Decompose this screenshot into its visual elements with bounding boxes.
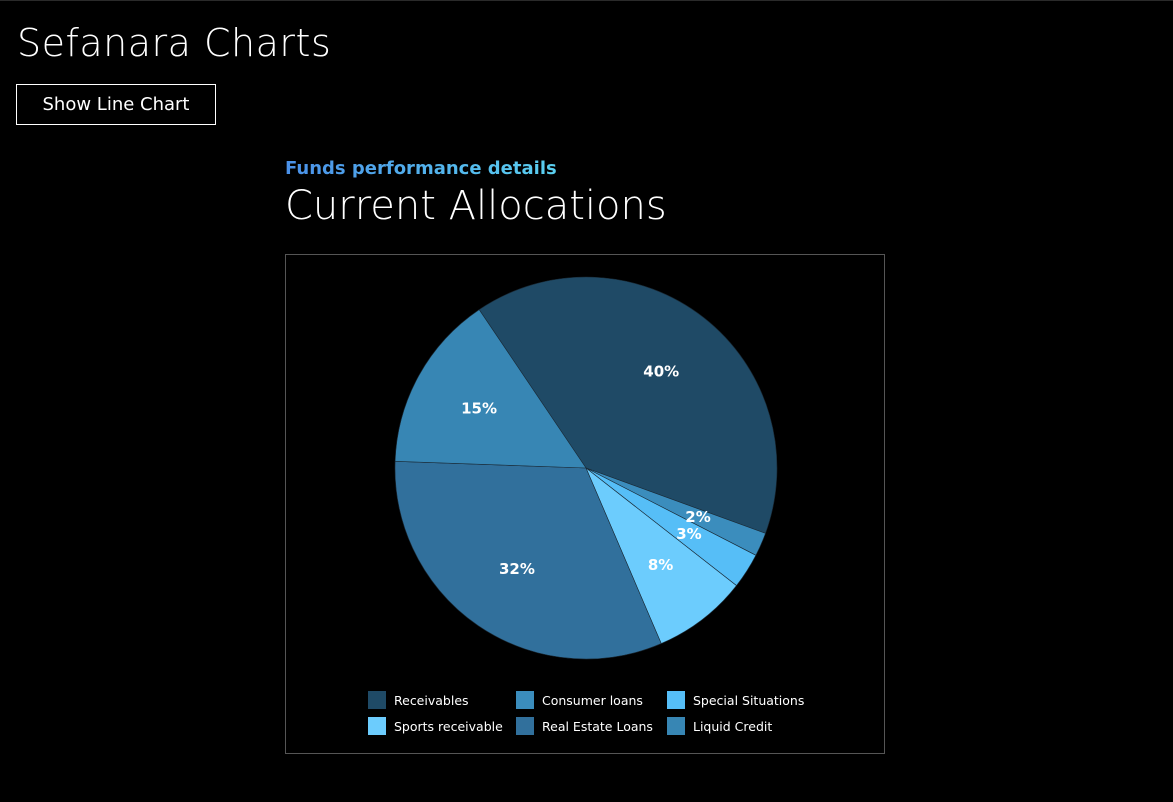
slice-label-real-estate-loans: 32%	[499, 560, 535, 578]
legend-swatch	[368, 691, 386, 709]
section-title: Current Allocations	[285, 183, 667, 229]
legend-swatch	[516, 717, 534, 735]
legend-swatch	[667, 717, 685, 735]
pie-slice-sports-receivable[interactable]	[585, 467, 737, 644]
slice-label-sports-receivable: 8%	[648, 556, 673, 574]
legend-item-special-situations[interactable]: Special Situations	[667, 691, 817, 709]
slice-label-liquid-credit: 15%	[461, 400, 497, 418]
legend-item-receivables[interactable]: Receivables	[368, 691, 516, 709]
legend-swatch	[667, 691, 685, 709]
slice-label-receivables: 40%	[643, 363, 679, 381]
legend-item-liquid-credit[interactable]: Liquid Credit	[667, 717, 817, 735]
pie-slice-real-estate-loans[interactable]	[394, 461, 662, 660]
app-title: Sefanara Charts	[17, 21, 332, 65]
pie-slice-liquid-credit[interactable]	[394, 309, 587, 469]
legend-label: Consumer loans	[542, 692, 643, 708]
legend-label: Real Estate Loans	[542, 718, 653, 734]
pie-chart: 40% 2%3%8% 32% 15%	[394, 276, 778, 660]
pie-slice-receivables[interactable]	[478, 276, 778, 534]
slice-label-consumer-loans: 2%	[685, 508, 710, 526]
legend-label: Sports receivable	[394, 718, 503, 734]
show-line-chart-button[interactable]: Show Line Chart	[16, 84, 216, 125]
pie-labels: 40% 2%3%8% 32% 15%	[461, 363, 711, 578]
legend-item-real-estate-loans[interactable]: Real Estate Loans	[516, 717, 667, 735]
legend-label: Liquid Credit	[693, 718, 773, 734]
chart-legend: Receivables Consumer loans Special Situati…	[368, 691, 828, 735]
legend-item-consumer-loans[interactable]: Consumer loans	[516, 691, 667, 709]
legend-swatch	[368, 717, 386, 735]
pie-chart-panel: 40% 2% 3% 8% 32% 15% Receivables Consumer loan…	[285, 254, 885, 754]
legend-swatch	[516, 691, 534, 709]
slice-label-special-situations: 3%	[676, 525, 701, 543]
section-subtitle: Funds performance details	[285, 158, 557, 179]
pie-slices	[394, 276, 778, 660]
legend-label: Special Situations	[693, 692, 805, 708]
legend-label: Receivables	[394, 692, 469, 708]
legend-item-sports-receivable[interactable]: Sports receivable	[368, 717, 516, 735]
